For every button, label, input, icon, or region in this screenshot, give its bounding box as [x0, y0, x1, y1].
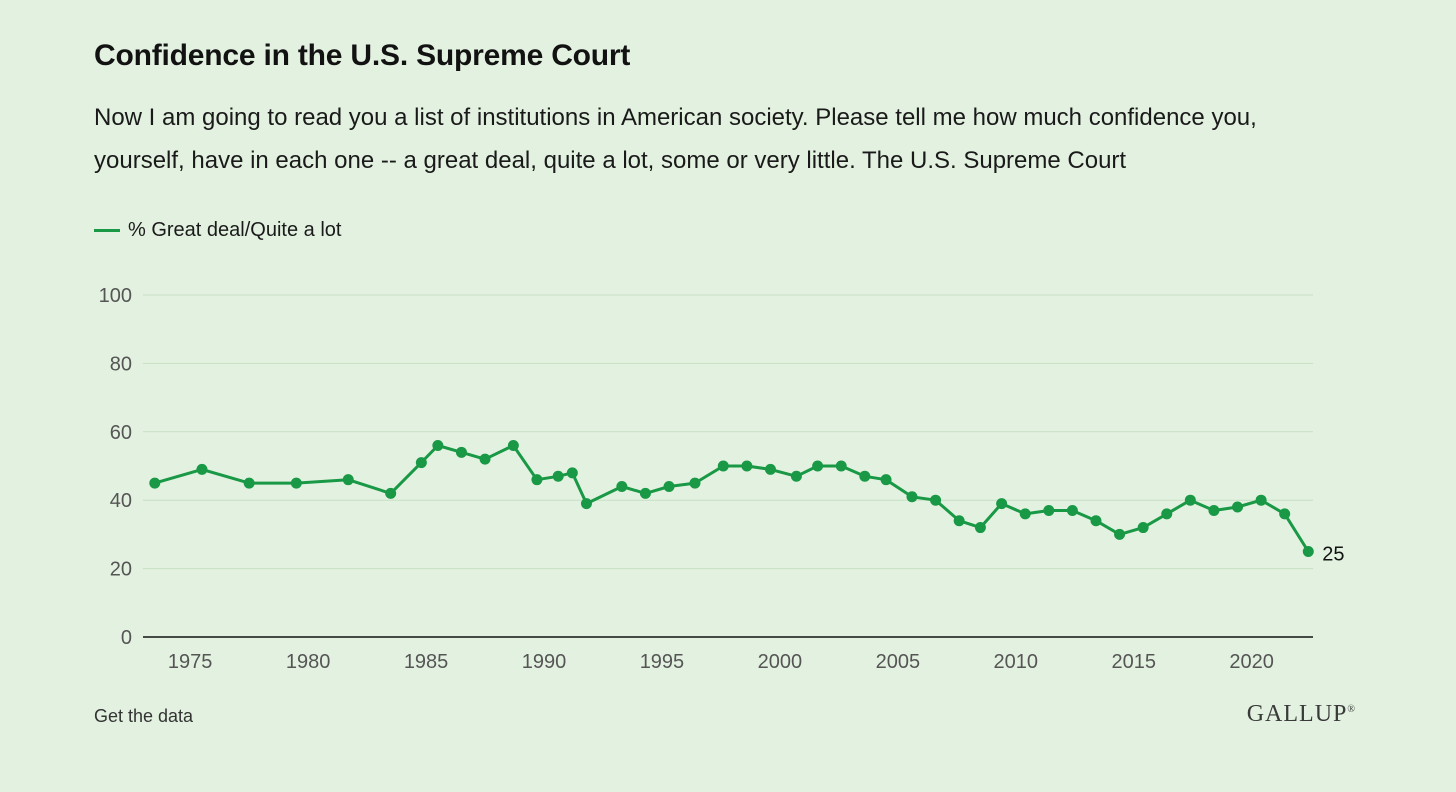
data-point [149, 477, 161, 489]
data-point [717, 460, 729, 472]
data-point [1137, 522, 1149, 534]
x-tick-label: 2020 [1229, 651, 1274, 673]
data-point [764, 463, 776, 475]
data-point [880, 474, 892, 486]
data-point [689, 477, 701, 489]
data-point [1090, 515, 1102, 527]
data-point [812, 460, 824, 472]
data-point [930, 494, 942, 506]
data-point [1279, 508, 1291, 520]
legend-line-swatch [94, 228, 120, 232]
data-point [1043, 504, 1055, 516]
x-tick-label: 2010 [994, 651, 1039, 673]
data-point [531, 474, 543, 486]
y-tick-label: 20 [110, 559, 132, 581]
data-point [639, 487, 651, 499]
y-tick-label: 60 [110, 422, 132, 444]
data-point [243, 477, 255, 489]
x-tick-label: 1980 [286, 651, 331, 673]
series-line [153, 444, 1310, 553]
data-point [566, 467, 578, 479]
x-tick-label: 1995 [640, 651, 685, 673]
x-tick-label: 1990 [522, 651, 567, 673]
legend: % Great deal/Quite a lot [94, 216, 341, 244]
data-point [196, 463, 208, 475]
y-tick-label: 80 [110, 353, 132, 375]
x-tick-label: 1975 [168, 651, 213, 673]
data-point [507, 439, 519, 451]
data-point [1232, 501, 1244, 513]
y-tick-label: 100 [99, 285, 132, 307]
data-point [479, 453, 491, 465]
data-point [663, 481, 675, 493]
legend-label: % Great deal/Quite a lot [128, 218, 342, 241]
data-point [974, 522, 986, 534]
data-point [385, 487, 397, 499]
survey-question: Now I am going to read you a list of ins… [94, 104, 1257, 174]
data-point [790, 470, 802, 482]
data-point [552, 470, 564, 482]
data-point [455, 446, 467, 458]
data-point [432, 439, 444, 451]
data-point [1114, 528, 1126, 540]
data-point [1184, 494, 1196, 506]
data-point [342, 474, 354, 486]
data-point [835, 460, 847, 472]
get-the-data-link[interactable]: Get the data [94, 706, 194, 726]
data-point [580, 498, 592, 510]
data-point [741, 460, 753, 472]
data-point [1208, 504, 1220, 516]
data-point [996, 498, 1008, 510]
y-tick-label: 40 [110, 490, 132, 512]
data-point [1019, 508, 1031, 520]
data-point [1161, 508, 1173, 520]
x-tick-label: 1985 [404, 651, 449, 673]
data-point [859, 470, 871, 482]
x-tick-label: 2005 [876, 651, 921, 673]
data-point [1302, 546, 1314, 557]
gallup-logo: GALLUP® [1247, 701, 1356, 728]
data-point [953, 515, 965, 527]
x-tick-label: 2015 [1111, 651, 1156, 673]
data-point [1255, 494, 1267, 506]
registered-mark: ® [1347, 704, 1356, 715]
data-point [1066, 504, 1078, 516]
data-point [415, 457, 427, 469]
data-point [616, 481, 628, 493]
data-point [906, 491, 918, 503]
data-point [290, 477, 302, 489]
end-value-label: 25 [1322, 544, 1344, 566]
y-tick-label: 0 [121, 627, 132, 649]
gallup-logo-text: GALLUP [1246, 701, 1348, 727]
x-tick-label: 2000 [758, 651, 803, 673]
chart-title: Confidence in the U.S. Supreme Court [94, 39, 631, 72]
